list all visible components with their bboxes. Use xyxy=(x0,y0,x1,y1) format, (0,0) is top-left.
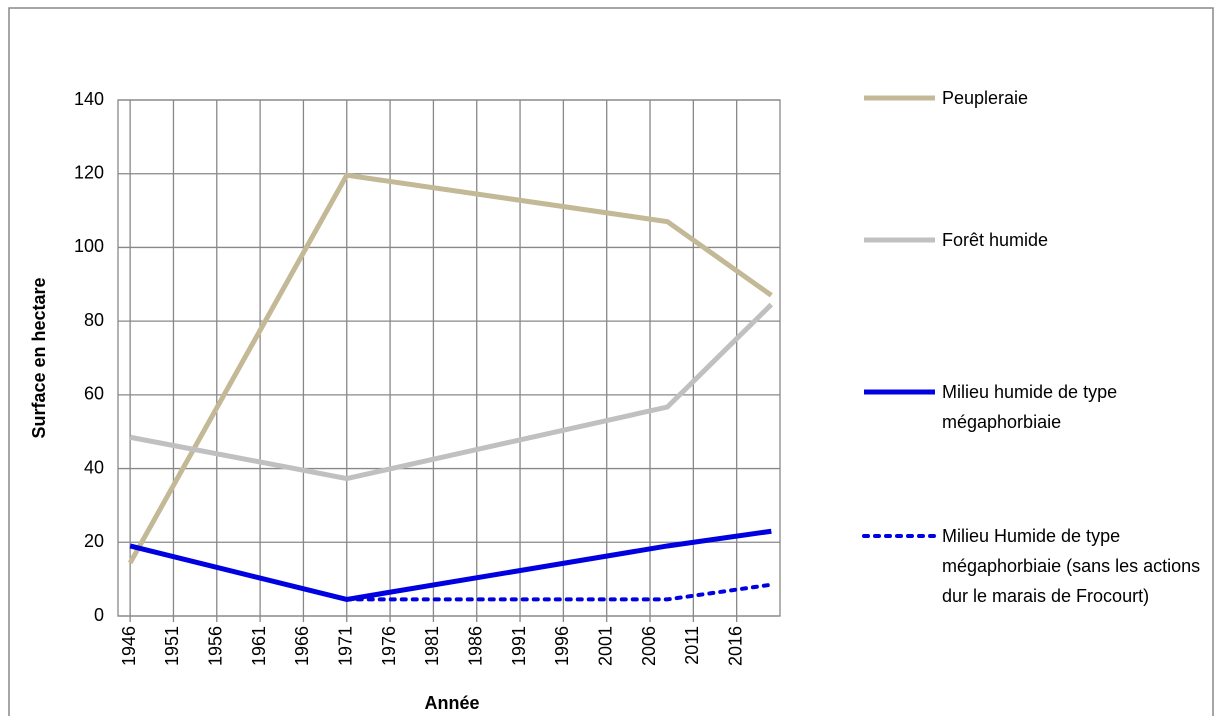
x-tick-label: 1986 xyxy=(465,626,485,666)
x-tick-label: 2001 xyxy=(595,626,615,666)
x-axis-label: Année xyxy=(424,693,479,713)
x-tick-label: 2016 xyxy=(725,626,745,666)
y-tick-label: 0 xyxy=(94,605,104,625)
y-tick-label: 120 xyxy=(74,162,104,182)
series-line xyxy=(127,172,773,565)
plot-border xyxy=(117,99,781,617)
x-tick-label: 1971 xyxy=(336,626,356,666)
x-tick-label: 1996 xyxy=(552,626,572,666)
x-tick-label: 2006 xyxy=(639,626,659,666)
x-tick-label: 1991 xyxy=(509,626,529,666)
x-tick-label: 1966 xyxy=(292,626,312,666)
y-tick-label: 140 xyxy=(74,89,104,109)
legend-label: Peupleraie xyxy=(942,88,1029,108)
y-tick-label: 40 xyxy=(84,457,104,477)
x-tick-label: 1981 xyxy=(422,626,442,666)
y-tick-label: 80 xyxy=(84,310,104,330)
y-tick-label: 100 xyxy=(74,236,104,256)
y-axis-label: Surface en hectare xyxy=(29,277,49,438)
y-tick-label: 60 xyxy=(84,384,104,404)
chart-border xyxy=(8,7,1214,716)
x-tick-label: 1976 xyxy=(379,626,399,666)
y-tick-label: 20 xyxy=(84,531,104,551)
series-line xyxy=(129,302,774,482)
legend-label: Milieu Humide de type mégaphorbiaie (san… xyxy=(942,526,1201,606)
legend-label: Milieu humide de type mégaphorbiaie xyxy=(942,382,1118,432)
series-line xyxy=(344,582,774,602)
x-tick-label: 1961 xyxy=(249,626,269,666)
legend-label: Forêt humide xyxy=(942,230,1049,250)
x-tick-label: 1946 xyxy=(119,626,139,666)
x-tick-label: 2011 xyxy=(682,626,702,665)
series-line xyxy=(129,528,772,602)
x-tick-label: 1956 xyxy=(206,626,226,666)
x-tick-label: 1951 xyxy=(162,626,182,666)
